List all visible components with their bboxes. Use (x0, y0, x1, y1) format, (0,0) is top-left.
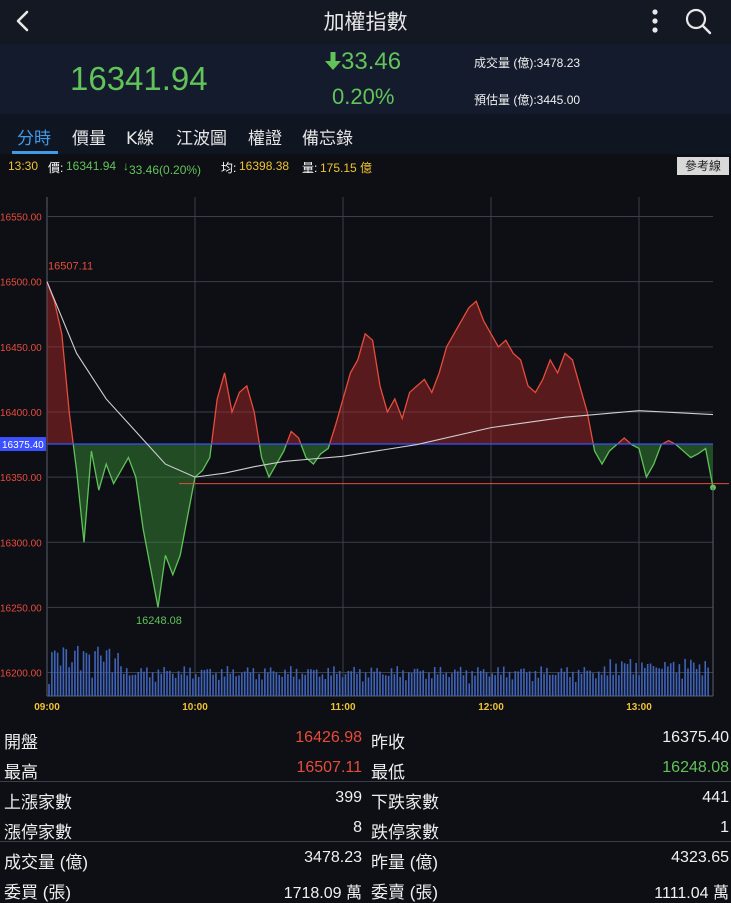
stat-label: 跌停家數 (371, 823, 439, 842)
y-tick-label: 16200.00 (0, 669, 42, 680)
stats-row: 委買 (張) 1718.09 萬委賣 (張) 1111.04 萬 (0, 872, 731, 902)
current-price: 16341.94 (70, 60, 208, 97)
stat-label: 委賣 (張) (371, 883, 439, 902)
stats-row: 成交量 (億) 3478.23 昨量 (億) 4323.65 (0, 842, 731, 872)
stats-row: 上漲家數 399 下跌家數 441 (0, 782, 731, 812)
price-area-up (47, 281, 676, 445)
price-line-up (46, 281, 677, 445)
tab-warrants[interactable]: 權證 (248, 129, 282, 149)
x-tick-label: 10:00 (182, 702, 208, 713)
back-icon[interactable] (8, 6, 38, 36)
average-line (46, 281, 714, 478)
stat-label: 開盤 (4, 733, 38, 752)
stat-label: 昨收 (371, 733, 405, 752)
stat-label: 漲停家數 (4, 823, 72, 842)
price-change-value: 33.46 (341, 48, 402, 75)
stats-row: 開盤 16426.98 昨收 16375.40 (0, 722, 731, 752)
stat-value: 8 (353, 819, 362, 836)
stat-label: 最低 (371, 763, 405, 782)
top-bar: 加權指數 (0, 0, 731, 44)
intraday-chart[interactable]: 16550.00 16500.00 16450.00 16400.00 16350.00… (0, 177, 731, 722)
info-price: 16341.94 (66, 159, 117, 173)
price-line-down (72, 444, 714, 608)
reference-label: 16375.40 (2, 440, 44, 451)
stat-value: 1 (720, 819, 729, 836)
x-tick-label: 12:00 (478, 702, 504, 713)
more-options-icon[interactable] (644, 6, 666, 36)
price-change-percent: 0.20% (332, 84, 395, 109)
info-price-label: 價: (48, 161, 64, 175)
x-tick-label: 09:00 (34, 702, 60, 713)
stat-value: 399 (335, 789, 362, 806)
price-change: 33.46 (325, 48, 401, 76)
tab-memo[interactable]: 備忘錄 (302, 129, 353, 149)
stat-value: 1111.04 萬 (654, 885, 729, 902)
stat-value: 441 (702, 789, 729, 806)
tab-intraday[interactable]: 分時 (17, 129, 51, 149)
info-change: ↓ 33.46(0.20%) (123, 159, 202, 177)
stat-label: 上漲家數 (4, 793, 72, 812)
stat-value: 1718.09 萬 (283, 885, 362, 902)
estimate-volume-label: 預估量 (億):3445.00 (474, 93, 581, 107)
tab-bar: 分時 價量 K線 江波圖 權證 備忘錄 (0, 114, 731, 154)
price-area-down (47, 444, 713, 608)
tab-price-volume[interactable]: 價量 (72, 129, 106, 149)
stats-divider (0, 781, 731, 782)
chart-info-line: 13:30 價: 16341.94 ↓ 33.46(0.20%) 均: 16398… (0, 155, 731, 177)
stat-value: 16248.08 (662, 759, 729, 776)
stat-value: 16426.98 (295, 729, 362, 746)
page-title: 加權指數 (323, 10, 408, 34)
stats-divider (0, 841, 731, 842)
y-tick-label: 16400.00 (0, 408, 42, 419)
info-avg-label: 均: (221, 161, 237, 175)
info-time: 13:30 (8, 159, 39, 173)
stat-value: 16375.40 (662, 729, 729, 746)
y-tick-label: 16500.00 (0, 278, 42, 289)
stats-row: 漲停家數 8 跌停家數 1 (0, 812, 731, 842)
volume-label: 成交量 (億):3478.23 (474, 56, 581, 70)
stat-value: 3478.23 (304, 849, 362, 866)
y-tick-label: 16350.00 (0, 473, 42, 484)
active-tab-indicator (12, 151, 58, 154)
quote-summary: 16341.94 33.46 0.20% 成交量 (億):3478.23 預估量… (0, 44, 731, 114)
down-arrow-icon (325, 52, 341, 70)
stat-label: 委買 (張) (4, 883, 72, 902)
y-tick-label: 16550.00 (0, 213, 42, 224)
stat-label: 成交量 (億) (4, 853, 89, 872)
stat-value: 16507.11 (296, 759, 362, 776)
low-label: 16248.08 (136, 615, 182, 627)
stat-label: 昨量 (億) (371, 853, 439, 872)
stat-value: 4323.65 (671, 849, 729, 866)
stat-label: 下跌家數 (371, 793, 439, 812)
tab-jiangbo[interactable]: 江波圖 (176, 129, 227, 149)
y-tick-label: 16450.00 (0, 343, 42, 354)
search-icon[interactable] (683, 6, 713, 36)
info-vol-label: 量: (302, 161, 318, 175)
reference-label-bg (0, 437, 46, 452)
info-avg: 16398.38 (239, 159, 290, 173)
high-label: 16507.11 (48, 261, 93, 273)
y-tick-label: 16250.00 (0, 603, 42, 614)
stats-row: 最高 16507.11 最低 16248.08 (0, 752, 731, 782)
chart-background (0, 177, 731, 722)
stat-label: 最高 (4, 763, 38, 782)
y-tick-label: 16300.00 (0, 538, 42, 549)
x-tick-label: 11:00 (330, 702, 355, 713)
x-tick-label: 13:00 (626, 702, 652, 713)
info-vol: 175.15 億 (320, 161, 373, 175)
tab-kline[interactable]: K線 (126, 129, 155, 149)
reference-line-button[interactable]: 參考線 (677, 157, 729, 175)
info-change-value: 33.46(0.20%) (129, 163, 202, 177)
